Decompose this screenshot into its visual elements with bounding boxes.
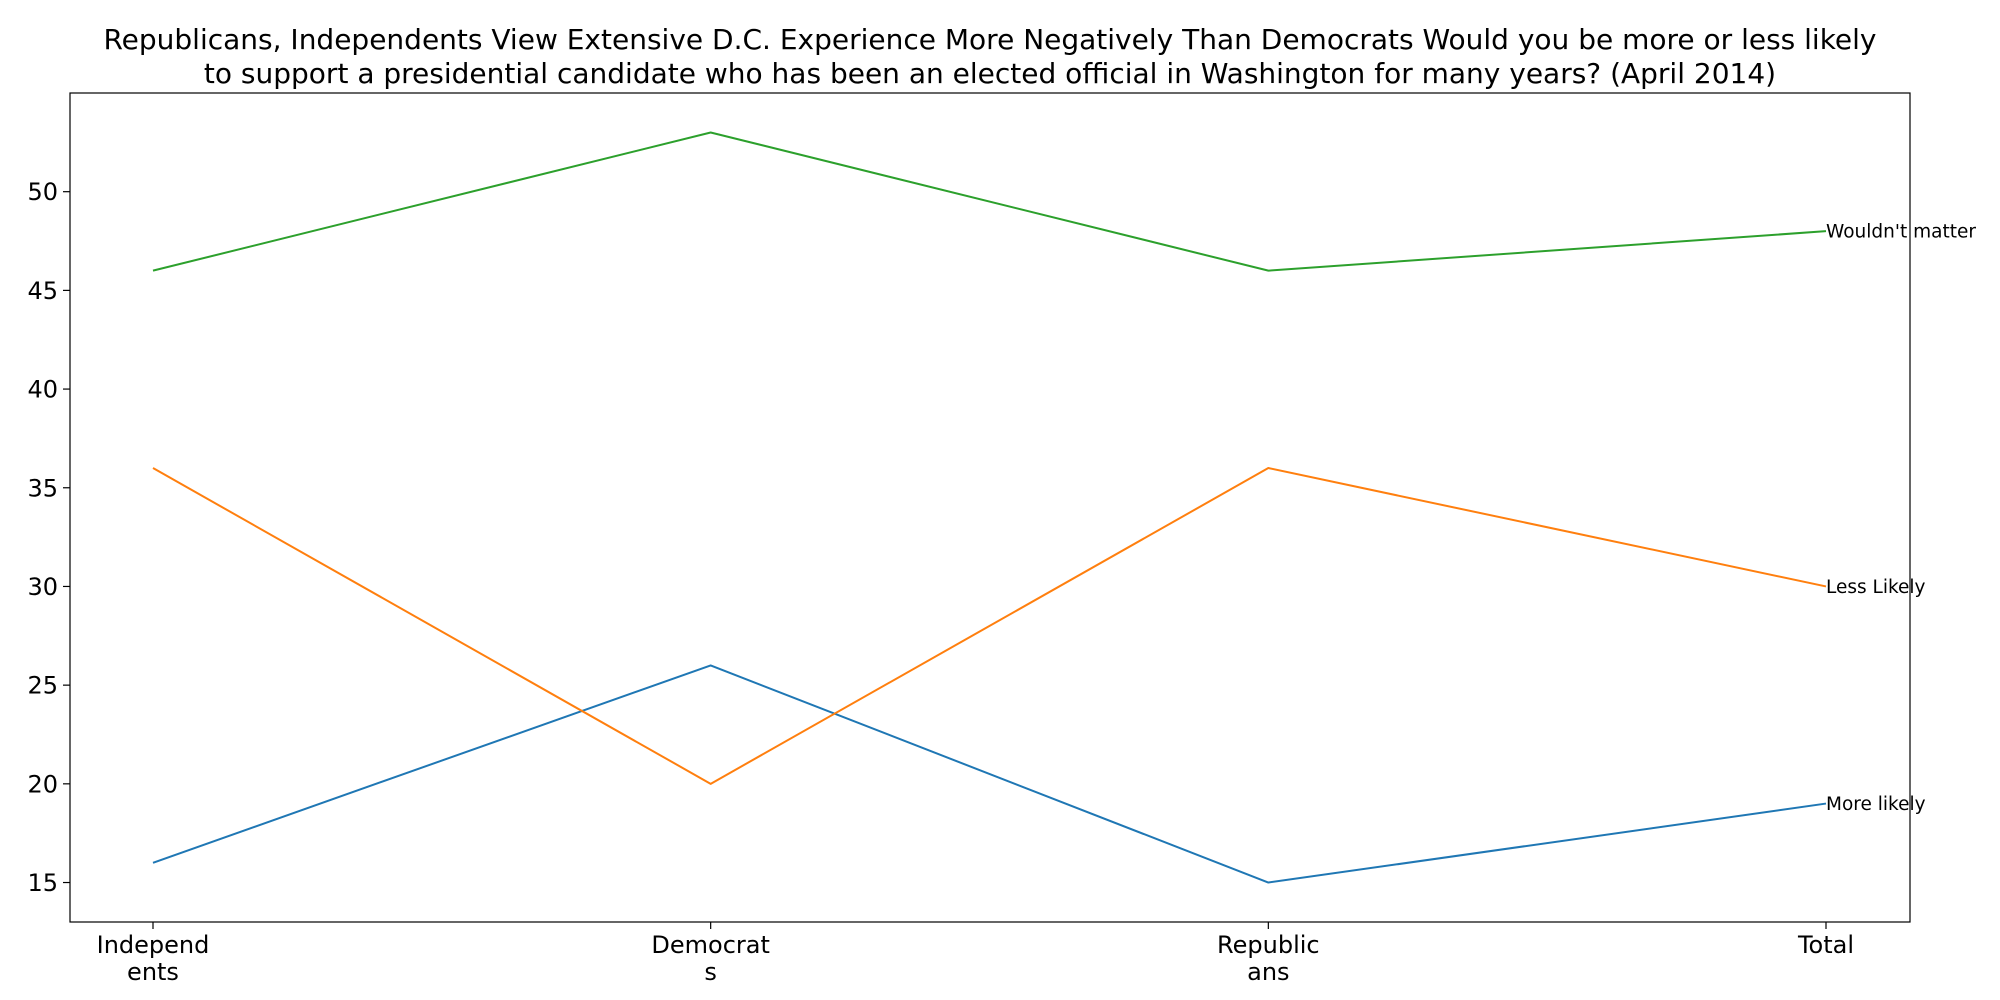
- series-end-label: Less Likely: [1826, 577, 1926, 598]
- y-tick-label: 30: [27, 573, 58, 601]
- y-tick-label: 15: [27, 869, 58, 897]
- chart-title: Republicans, Independents View Extensive…: [103, 23, 1876, 90]
- y-axis: 15 20 25 30 35 40 45 50: [27, 178, 70, 897]
- chart-title-line: Republicans, Independents View Extensive…: [103, 23, 1876, 56]
- series-end-label: More likely: [1826, 794, 1926, 815]
- x-tick-label: Republic: [1217, 931, 1320, 959]
- y-tick-label: 35: [27, 474, 58, 502]
- x-tick-label: Independ: [97, 931, 210, 959]
- x-tick-label: Democrat: [651, 931, 770, 959]
- series-end-label: Wouldn't matter: [1826, 222, 1976, 243]
- y-tick-label: 25: [27, 672, 58, 700]
- y-tick-label: 45: [27, 277, 58, 305]
- y-tick-label: 50: [27, 178, 58, 206]
- x-tick-label: Total: [1797, 931, 1854, 959]
- series-line-less-likely: [152, 467, 1827, 785]
- series-lines: [152, 131, 1827, 884]
- x-axis: Independents Democrats Republicans Total: [97, 922, 1854, 986]
- y-tick-label: 20: [27, 770, 58, 798]
- series-line-more-likely: [152, 664, 1827, 884]
- x-tick-label: s: [704, 958, 717, 986]
- plot-area-frame: [69, 92, 1911, 923]
- x-tick-label: ans: [1247, 958, 1289, 986]
- chart-title-line: to support a presidential candidate who …: [204, 57, 1776, 90]
- series-line-wouldn-t-matter: [152, 131, 1827, 272]
- x-tick-label: ents: [127, 958, 179, 986]
- y-tick-label: 40: [27, 376, 58, 404]
- series-labels: More likely Less Likely Wouldn't matter: [1826, 222, 1976, 815]
